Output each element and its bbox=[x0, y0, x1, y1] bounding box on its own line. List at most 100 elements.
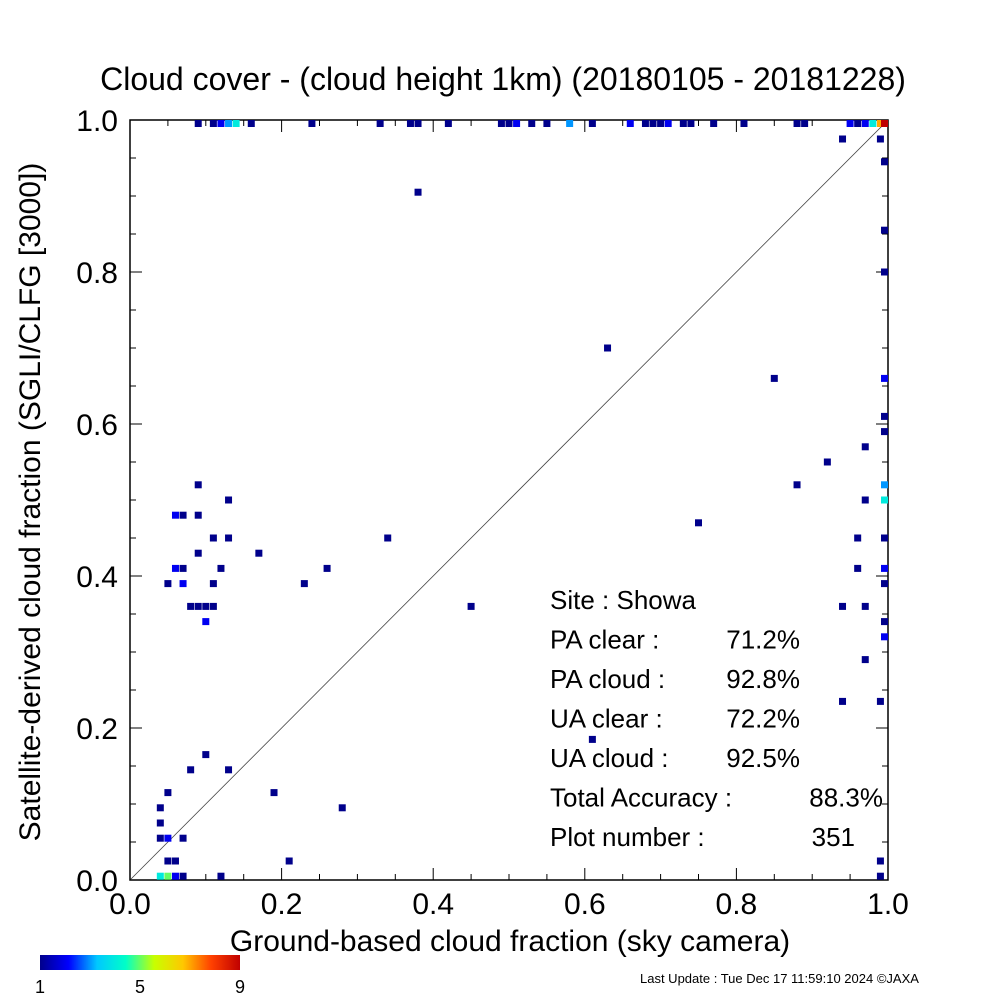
y-tick-label: 1.0 bbox=[76, 105, 118, 138]
data-point bbox=[588, 120, 596, 127]
data-point bbox=[217, 564, 225, 572]
data-point bbox=[179, 580, 187, 588]
data-point bbox=[209, 580, 217, 588]
data-point bbox=[300, 580, 308, 588]
data-point bbox=[881, 226, 888, 234]
data-point bbox=[664, 120, 672, 127]
data-point bbox=[793, 120, 801, 127]
data-point bbox=[854, 534, 862, 542]
data-point bbox=[687, 120, 695, 127]
data-point bbox=[217, 120, 225, 127]
y-tick-label: 0.2 bbox=[76, 713, 118, 746]
data-point bbox=[854, 120, 862, 127]
colorbar-min-label: 1 bbox=[35, 977, 45, 997]
data-point bbox=[861, 120, 869, 127]
data-point bbox=[846, 120, 854, 127]
data-point bbox=[740, 120, 748, 127]
stat-label: PA cloud : bbox=[550, 664, 665, 694]
data-point bbox=[247, 120, 255, 127]
data-point bbox=[323, 564, 331, 572]
data-point bbox=[793, 481, 801, 489]
stat-value: 88.3% bbox=[809, 783, 883, 813]
data-point bbox=[171, 511, 179, 519]
data-point bbox=[695, 519, 702, 527]
data-point bbox=[497, 120, 505, 127]
data-point bbox=[164, 580, 172, 588]
data-point bbox=[801, 120, 809, 127]
data-point bbox=[225, 496, 233, 504]
data-point bbox=[861, 496, 869, 504]
data-point bbox=[876, 697, 884, 705]
data-point bbox=[209, 120, 217, 127]
data-point bbox=[202, 751, 210, 759]
stat-value: 71.2% bbox=[726, 625, 800, 655]
data-point bbox=[285, 857, 293, 865]
data-point bbox=[187, 602, 195, 610]
data-point bbox=[187, 766, 195, 774]
data-point bbox=[376, 120, 384, 127]
data-point bbox=[657, 120, 665, 127]
data-point bbox=[881, 374, 888, 382]
data-point bbox=[876, 120, 884, 127]
data-point bbox=[881, 534, 888, 542]
data-point bbox=[626, 120, 634, 127]
data-point bbox=[588, 735, 596, 743]
data-point bbox=[881, 564, 888, 572]
data-points bbox=[156, 120, 888, 880]
stat-value: 92.8% bbox=[726, 664, 800, 694]
data-point bbox=[414, 120, 422, 127]
y-tick-label: 0.6 bbox=[76, 409, 118, 442]
x-tick-label: 1.0 bbox=[867, 888, 909, 921]
data-point bbox=[444, 120, 452, 127]
data-point bbox=[179, 872, 187, 880]
data-point bbox=[209, 602, 217, 610]
data-point bbox=[854, 564, 862, 572]
data-point bbox=[171, 857, 179, 865]
data-point bbox=[225, 534, 233, 542]
data-point bbox=[876, 857, 884, 865]
stat-label: UA clear : bbox=[550, 704, 663, 734]
data-point bbox=[770, 374, 778, 382]
data-point bbox=[641, 120, 649, 127]
data-point bbox=[881, 268, 888, 276]
stat-value: 92.5% bbox=[726, 743, 800, 773]
data-point bbox=[255, 549, 263, 557]
data-point bbox=[839, 135, 847, 143]
data-point bbox=[217, 872, 225, 880]
x-tick-label: 0.0 bbox=[109, 888, 151, 921]
data-point bbox=[194, 120, 202, 127]
data-point bbox=[881, 481, 888, 489]
x-tick-label: 0.8 bbox=[716, 888, 758, 921]
data-point bbox=[823, 458, 831, 466]
x-tick-label: 0.2 bbox=[261, 888, 303, 921]
x-axis-label: Ground-based cloud fraction (sky camera) bbox=[230, 925, 790, 958]
data-point bbox=[156, 819, 164, 827]
data-point bbox=[505, 120, 513, 127]
data-point bbox=[566, 120, 574, 127]
data-point bbox=[202, 602, 210, 610]
chart-title: Cloud cover - (cloud height 1km) (201801… bbox=[100, 61, 906, 97]
data-point bbox=[179, 511, 187, 519]
data-point bbox=[861, 602, 869, 610]
data-point bbox=[164, 872, 172, 880]
data-point bbox=[194, 511, 202, 519]
data-point bbox=[881, 428, 888, 436]
data-point bbox=[881, 158, 888, 166]
data-point bbox=[881, 618, 888, 626]
stat-value: 72.2% bbox=[726, 704, 800, 734]
y-tick-label: 0.8 bbox=[76, 257, 118, 290]
data-point bbox=[384, 534, 392, 542]
data-point bbox=[876, 135, 884, 143]
data-point bbox=[406, 120, 414, 127]
data-point bbox=[270, 789, 278, 797]
data-point bbox=[543, 120, 551, 127]
stat-value: 351 bbox=[812, 822, 855, 852]
data-point bbox=[881, 633, 888, 641]
data-point bbox=[164, 857, 172, 865]
data-point bbox=[861, 443, 869, 451]
y-axis-label: Satellite-derived cloud fraction (SGLI/C… bbox=[14, 163, 47, 842]
colorbar-mid-label: 5 bbox=[135, 977, 145, 997]
data-point bbox=[414, 188, 422, 196]
y-tick-label: 0.4 bbox=[76, 561, 118, 594]
